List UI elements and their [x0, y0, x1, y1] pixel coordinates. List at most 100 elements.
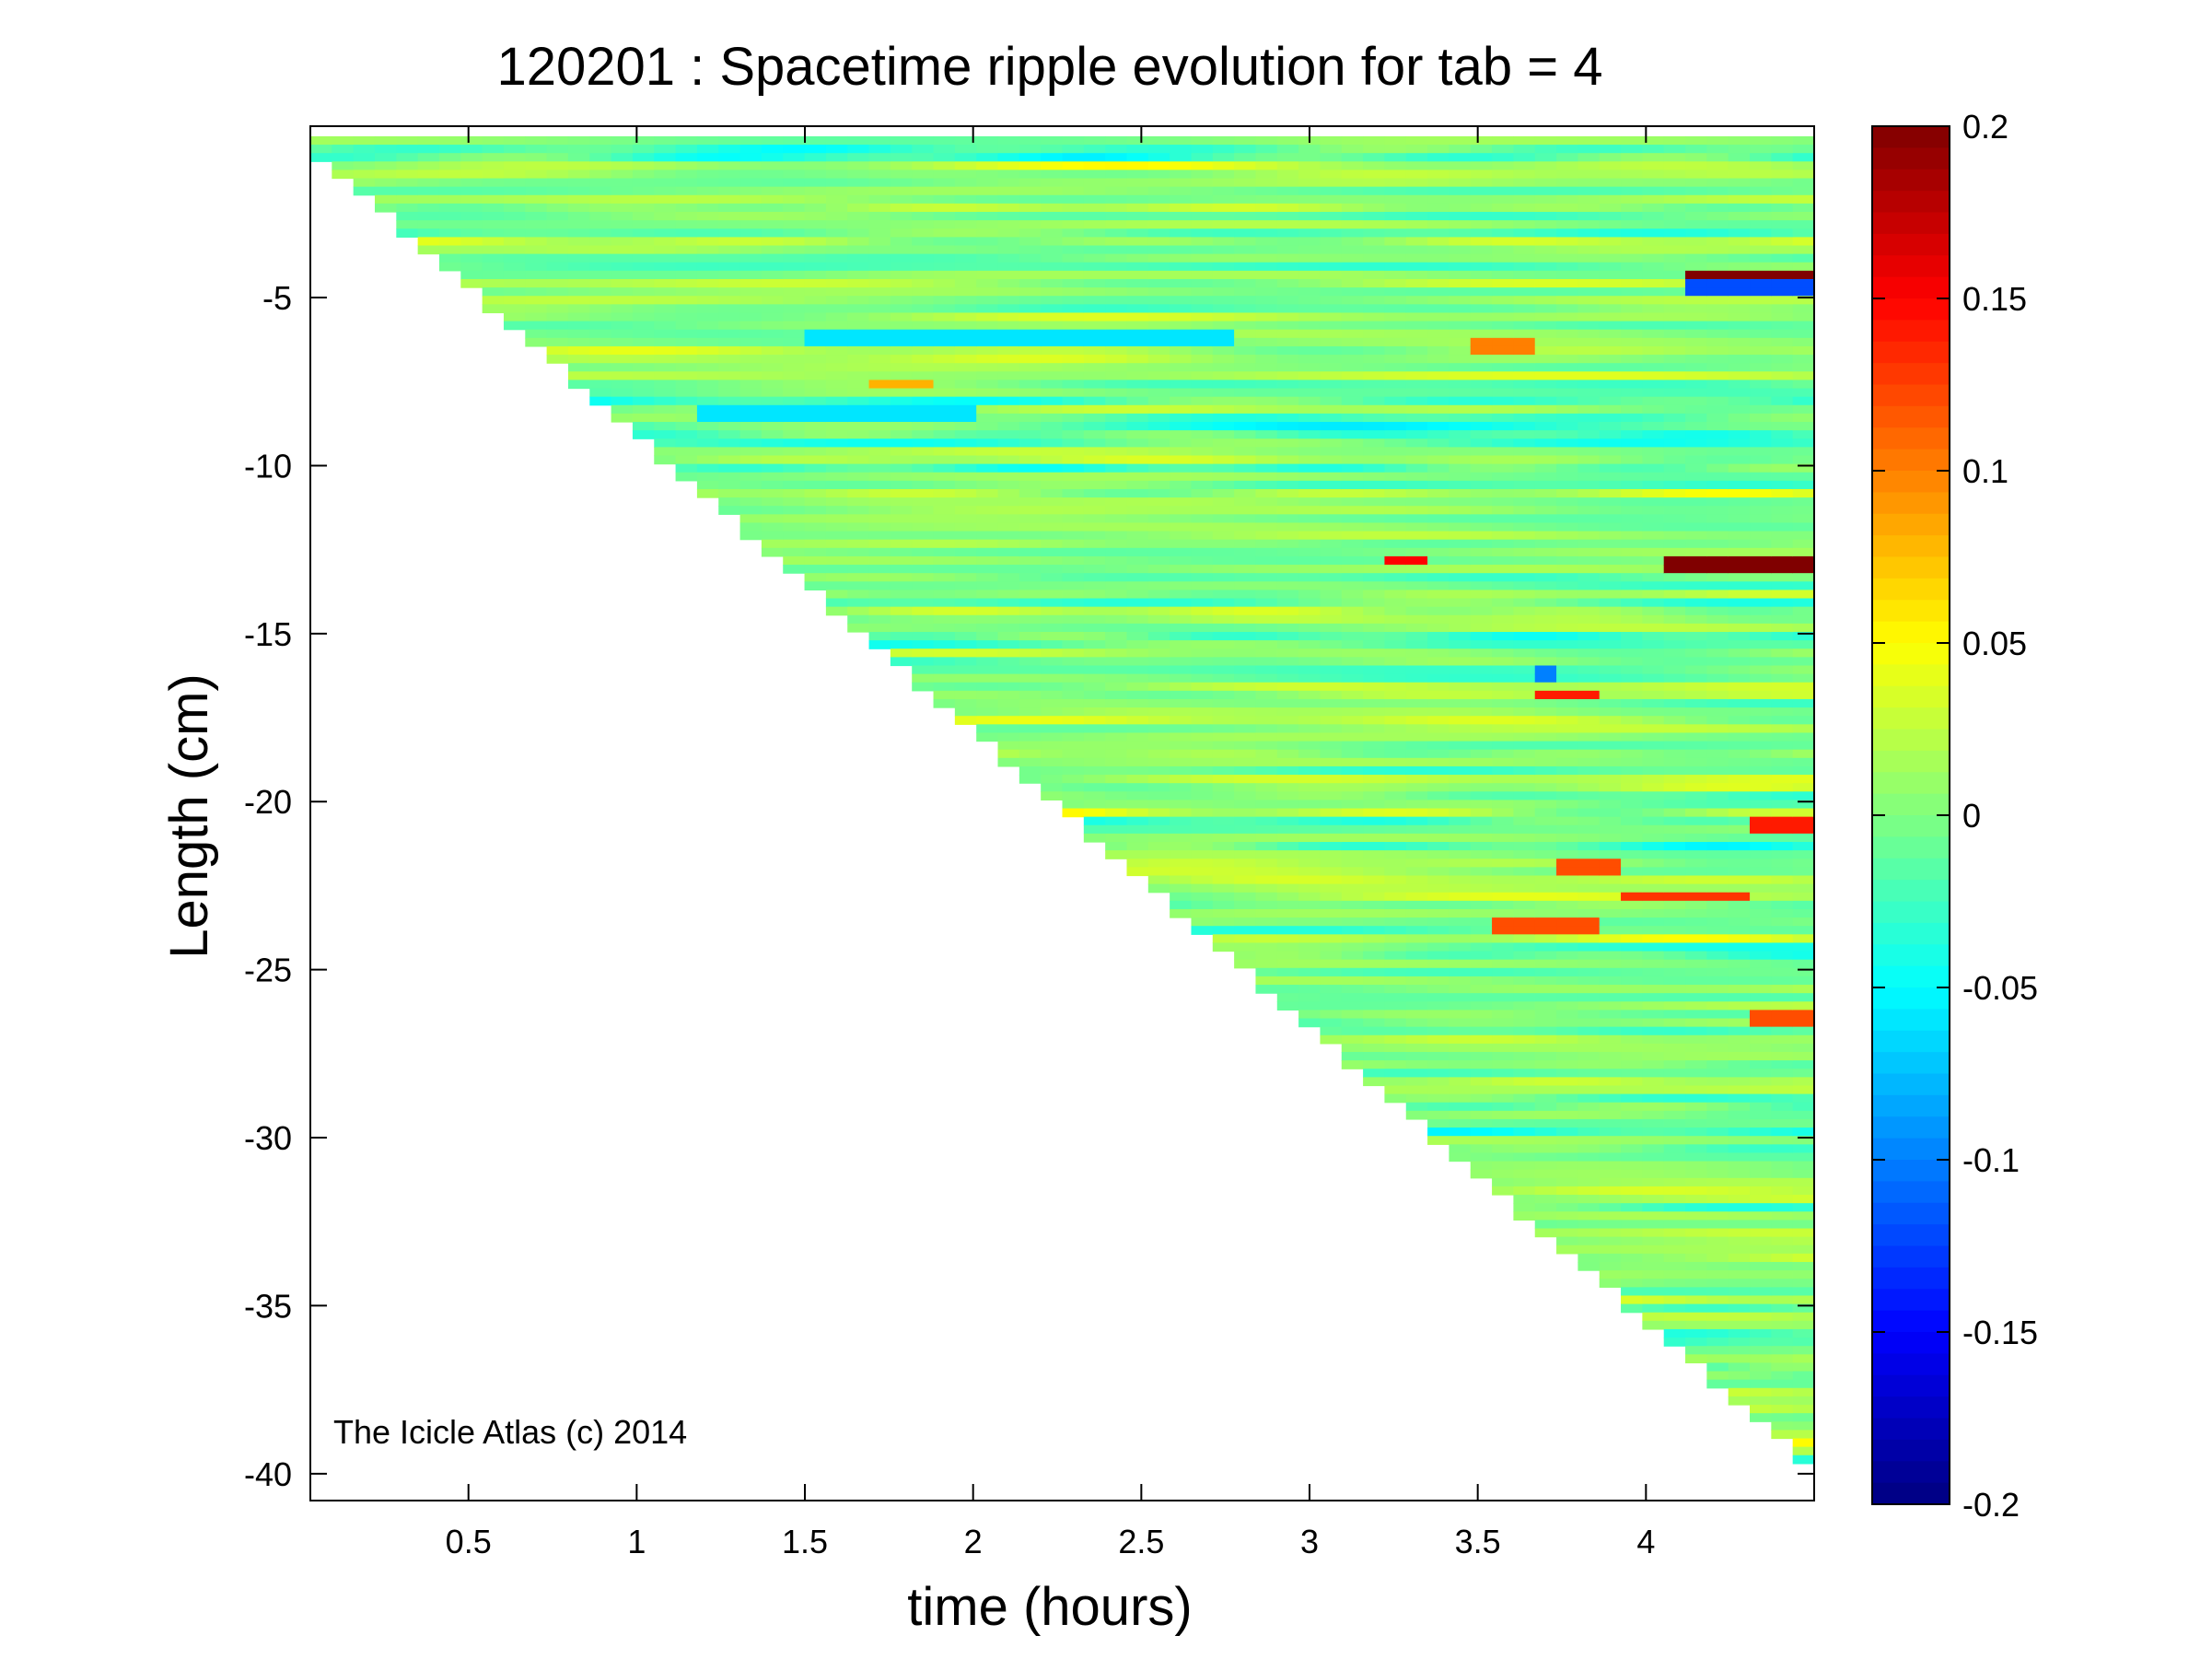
heat-cell	[632, 220, 655, 229]
heat-cell	[1083, 262, 1106, 272]
heat-cell	[1663, 1186, 1686, 1196]
heat-cell	[997, 345, 1020, 356]
heat-cell	[1685, 253, 1707, 263]
heat-cell	[1191, 178, 1214, 188]
heat-cell	[1341, 926, 1364, 935]
heat-cell	[654, 337, 677, 347]
heat-cell	[976, 304, 999, 314]
heat-cell	[525, 262, 548, 272]
heat-cell	[1298, 657, 1321, 667]
heat-cell	[332, 135, 355, 146]
heat-cell	[933, 438, 956, 448]
heat-cell	[1062, 438, 1085, 448]
heat-cell	[1405, 463, 1428, 473]
heat-cell	[1427, 488, 1450, 498]
heat-cell	[1298, 287, 1321, 297]
heat-cell	[1276, 808, 1299, 818]
heat-cell	[761, 363, 784, 372]
heat-cell	[1212, 900, 1235, 910]
heat-cell	[1578, 951, 1601, 961]
heat-cell	[1427, 985, 1450, 994]
heat-cell	[1147, 598, 1170, 608]
heat-cell	[1041, 355, 1064, 364]
heat-cell	[1341, 934, 1364, 944]
heat-cell	[1083, 135, 1106, 146]
heat-cell	[1191, 447, 1214, 457]
heat-cell	[1470, 388, 1493, 398]
heat-cell	[1470, 741, 1493, 751]
heat-cell	[1556, 1244, 1578, 1255]
heat-cell	[1126, 690, 1149, 700]
heat-cell	[1513, 422, 1536, 431]
heat-cell	[1298, 555, 1321, 566]
heat-cell	[718, 203, 741, 213]
heat-cell	[1556, 304, 1578, 314]
heat-cell	[890, 447, 913, 457]
heat-cell	[1534, 1085, 1557, 1095]
heat-cell	[1147, 153, 1170, 162]
heat-cell	[1191, 791, 1214, 801]
heat-cell	[1384, 892, 1407, 902]
heat-cell	[1621, 632, 1643, 641]
heat-cell	[1255, 430, 1278, 439]
heat-cell	[1599, 926, 1622, 935]
heat-cell	[1147, 732, 1170, 742]
heat-cell	[847, 388, 870, 398]
heat-cell	[1384, 867, 1407, 877]
heat-cell	[1513, 842, 1536, 851]
heat-cell	[868, 488, 891, 498]
heat-cell	[912, 262, 935, 272]
heat-cell	[1147, 690, 1170, 700]
heat-cell	[525, 161, 548, 171]
heat-cell	[1298, 623, 1321, 633]
heat-cell	[1427, 506, 1450, 515]
heat-cell	[1298, 632, 1321, 641]
heat-cell	[804, 531, 827, 541]
heat-cell	[1534, 573, 1557, 582]
heat-cell	[567, 304, 590, 314]
heat-cell	[1427, 959, 1450, 969]
heat-cell	[1191, 455, 1214, 465]
heat-cell	[1212, 245, 1235, 255]
heat-cell	[1041, 438, 1064, 448]
heat-cell	[1534, 212, 1557, 221]
heat-cell	[1706, 775, 1729, 784]
heat-cell	[1578, 926, 1601, 935]
heat-cell	[1019, 228, 1042, 238]
heat-cell	[1621, 741, 1643, 751]
heat-cell	[1492, 775, 1514, 784]
heat-cell	[1298, 581, 1321, 591]
heat-cell	[933, 145, 956, 154]
heat-cell	[997, 312, 1020, 322]
heat-cell	[954, 203, 977, 213]
heat-cell	[1234, 951, 1257, 961]
heat-cell	[847, 606, 870, 616]
heat-cell	[933, 296, 956, 305]
heat-cell	[761, 506, 784, 515]
heat-cell	[976, 497, 999, 507]
heat-cell	[1363, 1077, 1386, 1087]
heat-cell	[1578, 547, 1601, 557]
heat-cell	[976, 371, 999, 381]
heat-cell	[1126, 640, 1149, 649]
heat-cell	[1706, 488, 1729, 498]
heat-cell	[1212, 161, 1235, 171]
heat-cell	[1663, 472, 1686, 482]
heat-cell	[1405, 228, 1428, 238]
heat-cell	[1019, 716, 1042, 725]
heat-cell	[1255, 296, 1278, 305]
heat-cell	[1513, 824, 1536, 835]
heat-cell	[1019, 648, 1042, 658]
heat-cell	[976, 648, 999, 658]
heat-cell	[1255, 463, 1278, 473]
heat-cell	[1320, 278, 1343, 288]
heat-cell	[1556, 355, 1578, 364]
heat-cell	[1320, 422, 1343, 431]
heat-cell	[997, 673, 1020, 683]
heat-cell	[1642, 1287, 1665, 1297]
heat-cell	[396, 135, 419, 146]
heat-cell	[1599, 1144, 1622, 1154]
heat-cell	[1534, 345, 1557, 356]
heat-cell	[1449, 1001, 1472, 1011]
heat-cell	[912, 447, 935, 457]
